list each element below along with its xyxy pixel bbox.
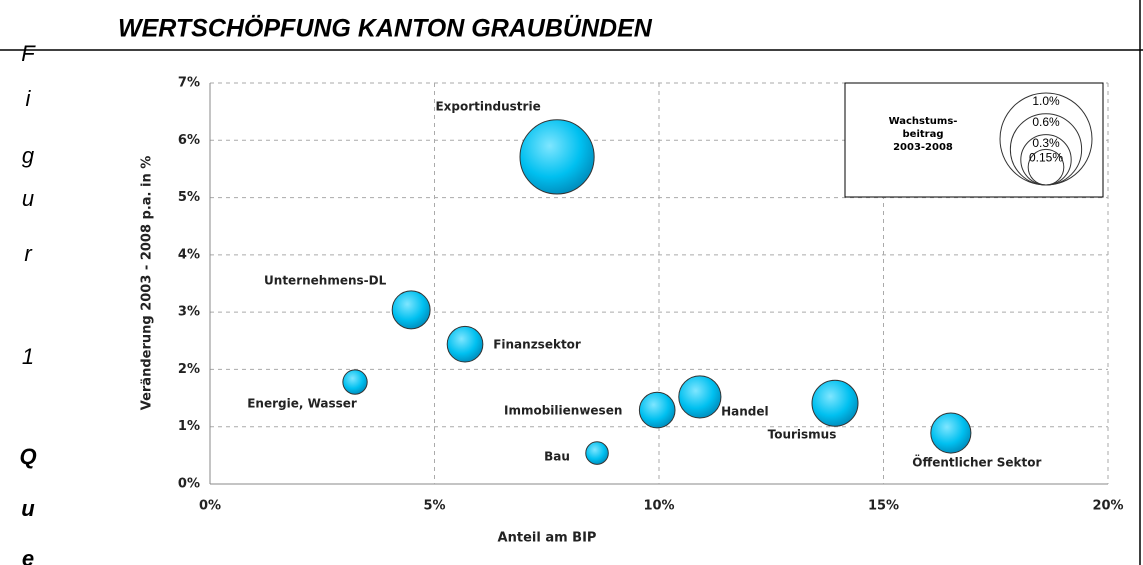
y-axis-label: Veränderung 2003 - 2008 p.a. in % [140, 156, 155, 411]
bubble-label: Immobilienwesen [504, 404, 622, 418]
side-letter: u [22, 186, 34, 211]
y-tick-label: 4% [178, 247, 200, 262]
page-title: WERTSCHÖPFUNG KANTON GRAUBÜNDEN [118, 14, 653, 43]
size-legend-title: Wachstums- [889, 116, 958, 127]
y-tick-label: 6% [178, 133, 200, 148]
y-tick-label: 1% [178, 419, 200, 434]
x-tick-label: 20% [1092, 499, 1123, 514]
y-tick-label: 0% [178, 477, 200, 492]
size-legend-label: 0.6% [1032, 115, 1060, 129]
side-letter: Q [19, 444, 36, 469]
size-legend-title: beitrag [903, 129, 944, 140]
bubble-label: Finanzsektor [493, 338, 581, 352]
side-letter: F [21, 41, 36, 66]
side-letter: r [24, 241, 33, 266]
size-legend-label: 0.15% [1029, 151, 1063, 165]
bubble [519, 119, 595, 195]
side-letter: 1 [22, 344, 34, 369]
side-letter: u [21, 496, 35, 521]
bubble-label: Energie, Wasser [247, 397, 357, 411]
bubble [342, 369, 368, 395]
size-legend-label: 1.0% [1032, 94, 1060, 108]
side-letter: e [22, 546, 34, 565]
bubble-label: Öffentlicher Sektor [912, 455, 1041, 470]
y-tick-label: 3% [178, 305, 200, 320]
bubble-label: Exportindustrie [435, 99, 540, 113]
x-tick-label: 10% [643, 499, 674, 514]
y-tick-label: 2% [178, 362, 200, 377]
bubble [811, 379, 859, 427]
bubble-label: Tourismus [768, 428, 837, 442]
bubble [391, 290, 431, 330]
bubble [585, 441, 609, 465]
side-letter: g [22, 143, 35, 168]
bubble-label: Handel [721, 404, 769, 418]
x-axis-label: Anteil am BIP [498, 531, 597, 546]
y-tick-label: 7% [178, 76, 200, 91]
x-tick-label: 15% [868, 499, 899, 514]
size-legend-title: 2003-2008 [893, 142, 953, 153]
x-tick-label: 0% [199, 499, 221, 514]
bubble [446, 325, 484, 363]
size-legend-circle [1027, 148, 1065, 186]
y-tick-label: 5% [178, 190, 200, 205]
bubble-label: Unternehmens-DL [264, 273, 387, 287]
bubble [930, 412, 972, 454]
bubble-label: Bau [544, 450, 570, 464]
bubble [638, 391, 676, 429]
size-legend-label: 0.3% [1032, 136, 1060, 150]
bubble [678, 375, 722, 419]
x-tick-label: 5% [423, 499, 445, 514]
side-letter: i [26, 86, 32, 111]
